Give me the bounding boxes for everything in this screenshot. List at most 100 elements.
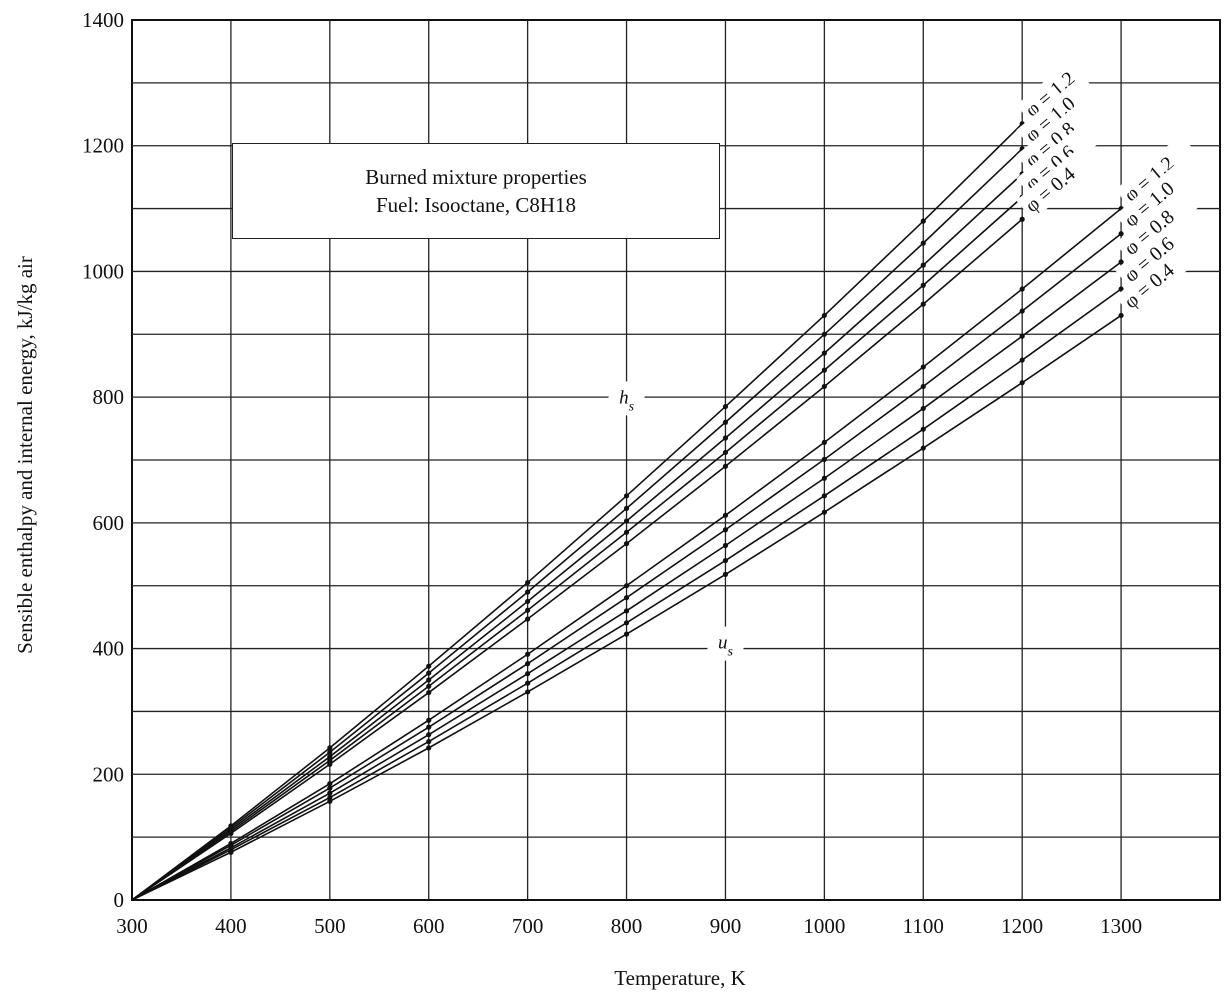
hs-series-line-2: [131, 173, 1023, 901]
hs-data-point: [920, 301, 926, 307]
us-data-point: [1118, 286, 1124, 292]
us-data-point: [525, 689, 531, 695]
us-data-point: [821, 493, 827, 499]
us-data-point: [920, 405, 926, 412]
us-data-point: [722, 571, 729, 578]
x-tick-label: 800: [611, 914, 643, 938]
hs-data-point: [426, 683, 432, 689]
hs-phi-bg: [1016, 145, 1099, 221]
tick-labels: 300 400 500 600 700 800 900 1000 1100 1200 1300 0 20…: [82, 8, 1142, 938]
hs-data-point: [327, 761, 333, 767]
hs-data-point: [821, 367, 827, 373]
hs-data-point: [920, 240, 926, 246]
y-axis-title: Sensible enthalpy and internal energy, k…: [13, 256, 37, 654]
y-tick-label: 1000: [82, 259, 124, 283]
hs-data-point: [426, 663, 432, 669]
hs-data-point: [327, 745, 333, 751]
hs-data-point: [920, 262, 926, 268]
hs-curve-label-subscript: s: [629, 399, 635, 414]
hs-data-point: [228, 830, 234, 836]
hs-data-point: [525, 598, 531, 605]
y-tick-label: 600: [93, 511, 125, 535]
hs-data-point: [426, 689, 432, 696]
x-tick-label: 1300: [1100, 914, 1142, 938]
y-tick-label: 800: [93, 385, 125, 409]
us-data-point: [1019, 333, 1025, 339]
hs-data-point: [525, 579, 531, 586]
x-tick-label: 1200: [1001, 914, 1043, 938]
us-data-point: [327, 785, 333, 791]
us-data-point: [1118, 259, 1124, 265]
us-phi-bg: [1115, 159, 1198, 235]
us-data-point: [228, 849, 234, 855]
y-tick-label: 200: [93, 762, 125, 786]
hs-series-line-4: [131, 218, 1023, 901]
us-data-point: [1019, 286, 1025, 292]
series-lines: [131, 121, 1124, 901]
us-data-point: [426, 745, 432, 751]
hs-data-point: [821, 312, 827, 319]
hs-curve-label-bg: [608, 381, 645, 416]
us-data-point: [1118, 231, 1124, 237]
chart-title: Burned mixture properties: [365, 165, 587, 189]
hs-data-point: [722, 449, 729, 456]
hs-data-point: [821, 331, 827, 337]
us-data-point: [525, 680, 531, 686]
us-data-point: [722, 557, 729, 564]
hs-phi-bg: [1016, 49, 1099, 125]
us-data-point: [821, 475, 827, 481]
us-data-point: [1118, 312, 1124, 319]
us-data-point: [623, 608, 630, 614]
us-data-point: [920, 445, 926, 451]
us-phi-bg: [1115, 134, 1198, 210]
hs-data-point: [623, 529, 630, 535]
hs-phi-bg: [1016, 99, 1099, 176]
us-curve-label-subscript: s: [727, 645, 733, 660]
us-data-point: [1019, 380, 1025, 386]
us-data-point: [722, 512, 729, 518]
us-data-point: [1019, 308, 1025, 314]
x-tick-label: 400: [215, 914, 247, 938]
hs-data-point: [623, 493, 630, 499]
hs-data-point: [821, 383, 827, 390]
us-data-point: [821, 509, 827, 515]
us-data-point: [623, 595, 630, 601]
us-data-point: [623, 583, 630, 589]
x-tick-label: 300: [116, 914, 148, 938]
hs-data-point: [722, 463, 729, 469]
us-data-point: [722, 542, 729, 549]
hs-data-point: [525, 589, 531, 595]
hs-data-point: [327, 754, 333, 760]
hs-series-line-3: [131, 196, 1023, 901]
us-phi-bg: [1115, 214, 1198, 291]
hs-data-point: [722, 419, 729, 425]
hs-data-point: [623, 541, 630, 547]
us-data-point: [525, 661, 531, 667]
us-data-point: [426, 717, 432, 723]
y-tick-label: 0: [114, 888, 125, 912]
hs-data-point: [426, 670, 432, 676]
us-data-point: [426, 732, 432, 738]
us-data-point: [920, 383, 926, 390]
y-tick-label: 400: [93, 637, 125, 661]
hs-data-point: [623, 518, 630, 524]
hs-data-point: [821, 350, 827, 356]
x-tick-label: 1100: [903, 914, 944, 938]
us-data-point: [327, 798, 333, 804]
hs-data-point: [722, 403, 729, 410]
hs-data-point: [525, 616, 531, 622]
us-data-point: [821, 439, 827, 445]
us-data-point: [525, 671, 531, 677]
hs-data-point: [327, 757, 333, 764]
us-data-point: [426, 724, 432, 730]
us-phi-bg: [1115, 187, 1198, 264]
hs-data-point: [525, 607, 531, 613]
us-data-point: [327, 790, 333, 796]
hs-series-line-0: [131, 123, 1023, 901]
us-data-point: [623, 631, 630, 637]
us-data-point: [327, 781, 333, 787]
x-axis-title: Temperature, K: [614, 966, 745, 990]
us-phi-bg: [1115, 241, 1198, 317]
us-data-point: [920, 364, 926, 370]
